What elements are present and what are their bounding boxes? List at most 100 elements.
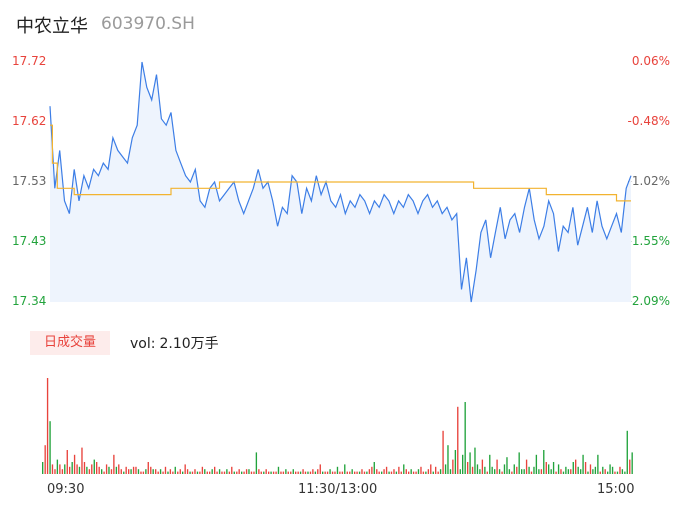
volume-bar — [61, 469, 64, 474]
volume-bar — [130, 469, 132, 474]
volume-bar — [410, 469, 412, 474]
volume-bar — [167, 471, 169, 474]
volume-bar — [250, 471, 253, 474]
volume-bar — [128, 469, 130, 474]
volume-bar — [196, 471, 199, 474]
volume-bar — [415, 471, 417, 474]
volume-bar — [147, 462, 149, 474]
volume-bar — [462, 454, 464, 474]
volume-bar — [243, 471, 245, 474]
volume-bar — [137, 469, 140, 474]
volume-bar — [191, 471, 194, 474]
volume-bar — [272, 471, 275, 474]
volume-bar — [398, 466, 400, 474]
volume-bar — [177, 471, 179, 474]
volume-bar — [46, 378, 49, 474]
y-tick-label: 17.72 — [12, 54, 47, 68]
volume-bar — [233, 471, 235, 474]
volume-bar — [44, 445, 46, 474]
price-line — [49, 61, 632, 303]
volume-bar — [113, 454, 115, 474]
volume-bar — [439, 469, 442, 474]
volume-bar — [594, 466, 597, 474]
volume-bar — [425, 471, 427, 474]
volume-bar — [565, 466, 567, 474]
volume-bar — [516, 466, 518, 474]
volume-bar — [530, 471, 533, 474]
pct-tick-label: -1.55% — [627, 234, 670, 248]
volume-bar — [91, 464, 93, 474]
volume-bar — [49, 421, 51, 474]
volume-bar — [494, 469, 496, 474]
volume-bar — [157, 471, 159, 474]
volume-bar — [103, 471, 105, 474]
volume-bar — [331, 471, 334, 474]
volume-bar — [189, 471, 191, 474]
volume-bar — [69, 466, 71, 474]
volume-bar — [194, 469, 196, 474]
volume-bar — [142, 471, 145, 474]
volume-bar — [376, 469, 378, 474]
volume-bar — [275, 471, 277, 474]
volume-bar — [469, 452, 471, 474]
volume-bar — [241, 471, 243, 474]
volume-bar — [324, 471, 326, 474]
volume-bar — [76, 464, 78, 474]
volume-bar — [304, 471, 307, 474]
volume-bar — [363, 471, 366, 474]
volume-bar — [631, 452, 633, 474]
volume-bar — [115, 466, 118, 474]
volume-bar — [334, 471, 336, 474]
volume-bar — [336, 466, 339, 474]
volume-bar — [457, 406, 459, 474]
volume-bar — [123, 471, 125, 474]
volume-bar — [56, 459, 59, 474]
volume-bar — [614, 471, 616, 474]
volume-bar — [508, 469, 511, 474]
volume-bar — [621, 469, 624, 474]
volume-bar — [326, 471, 329, 474]
volume-bar — [71, 462, 73, 474]
y-tick-label: 17.43 — [12, 234, 47, 248]
x-tick-label: 15:00 — [597, 482, 635, 497]
volume-bar — [408, 471, 410, 474]
volume-bar — [344, 464, 346, 474]
volume-bar — [503, 464, 506, 474]
stock-code: 603970.SH — [101, 14, 195, 34]
volume-bar — [182, 471, 184, 474]
volume-bar — [164, 466, 167, 474]
volume-bar — [93, 459, 95, 474]
volume-bar — [432, 471, 434, 474]
volume-bar — [290, 471, 292, 474]
volume-bar — [575, 459, 577, 474]
volume-bar — [358, 471, 361, 474]
volume-bar — [454, 450, 457, 474]
volume-bar — [589, 464, 592, 474]
volume-bar — [132, 466, 135, 474]
volume-bar — [86, 466, 88, 474]
volume-bar — [125, 466, 127, 474]
volume-bar — [88, 469, 91, 474]
volume-bar — [64, 464, 66, 474]
volume-bar — [459, 469, 461, 474]
volume-bar — [295, 471, 297, 474]
volume-bar — [228, 471, 231, 474]
volume-bar — [430, 464, 432, 474]
volume-tab[interactable]: 日成交量 — [30, 331, 110, 355]
volume-bar — [368, 469, 371, 474]
pct-tick-label: -0.48% — [627, 114, 670, 128]
volume-bar — [540, 469, 543, 474]
pct-tick-label: 0.06% — [631, 54, 670, 68]
volume-bar — [467, 462, 469, 474]
volume-bar — [523, 469, 525, 474]
volume-bar — [255, 452, 258, 474]
volume-bar — [378, 471, 380, 474]
volume-bar — [292, 469, 294, 474]
volume-bar — [253, 471, 255, 474]
volume-bar — [597, 454, 599, 474]
volume-bar — [491, 466, 493, 474]
volume-bar — [101, 469, 103, 474]
volume-bar — [599, 471, 601, 474]
volume-bar — [285, 469, 287, 474]
volume-bar — [356, 471, 358, 474]
